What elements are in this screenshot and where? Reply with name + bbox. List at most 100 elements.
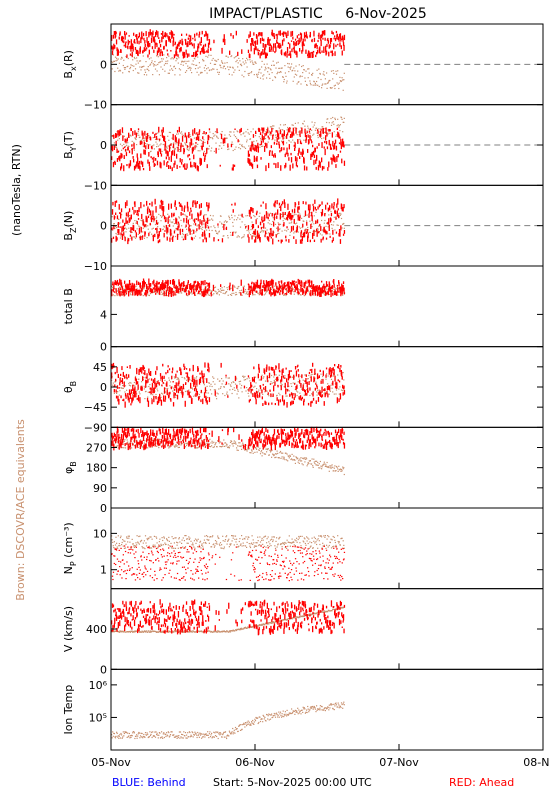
dscovr-point — [326, 87, 328, 89]
ahead-point — [252, 143, 254, 150]
dscovr-point — [265, 68, 267, 70]
ahead-point — [127, 211, 129, 218]
ahead-point — [185, 217, 188, 224]
ahead-point — [310, 153, 312, 160]
dscovr-point — [236, 293, 238, 296]
dscovr-point — [253, 235, 255, 237]
dscovr-point — [336, 82, 338, 84]
ahead-point — [187, 154, 189, 158]
dscovr-point — [341, 77, 343, 79]
ahead-point — [319, 223, 321, 226]
ahead-point — [139, 445, 141, 449]
dscovr-point — [196, 225, 198, 227]
ahead-point — [132, 285, 134, 292]
ahead-point — [343, 204, 345, 209]
dscovr-point — [243, 448, 245, 450]
dscovr-point — [304, 374, 306, 376]
dscovr-point — [216, 392, 218, 394]
ahead-point — [327, 387, 329, 390]
ahead-point — [160, 199, 163, 205]
dscovr-point — [294, 70, 296, 72]
dscovr-point — [282, 452, 284, 454]
dscovr-point — [151, 228, 153, 230]
dscovr-point — [195, 377, 197, 379]
dscovr-point — [267, 222, 269, 224]
dscovr-point — [255, 382, 257, 384]
ahead-point — [187, 219, 189, 225]
ahead-point — [336, 127, 338, 130]
dscovr-point — [333, 85, 335, 87]
ahead-point — [326, 132, 328, 137]
dscovr-point — [283, 213, 285, 216]
dscovr-point — [220, 142, 222, 144]
dscovr-point — [259, 137, 262, 140]
ahead-point — [159, 397, 161, 402]
ahead-point — [310, 376, 312, 382]
dscovr-point — [330, 117, 332, 120]
ahead-point — [187, 41, 189, 47]
dscovr-point — [184, 143, 187, 145]
ahead-point — [232, 284, 234, 291]
ahead-point — [183, 218, 185, 222]
dscovr-point — [234, 441, 237, 443]
ahead-point — [187, 390, 189, 396]
dscovr-point — [139, 226, 141, 228]
ahead-point — [175, 373, 177, 378]
dscovr-point — [202, 381, 204, 383]
dscovr-point — [168, 447, 170, 449]
dscovr-point — [338, 82, 340, 84]
dscovr-point — [303, 220, 305, 222]
ahead-point — [301, 396, 303, 400]
ahead-point — [194, 223, 197, 226]
dscovr-point — [199, 150, 201, 152]
ahead-point — [333, 283, 335, 288]
dscovr-point — [316, 391, 318, 393]
ahead-point — [146, 373, 148, 379]
ahead-point — [155, 396, 157, 400]
dscovr-point — [318, 68, 320, 70]
ahead-point — [191, 164, 193, 168]
ahead-point — [339, 33, 342, 40]
ahead-point — [112, 201, 114, 206]
ahead-point — [144, 231, 146, 235]
dscovr-point — [271, 223, 273, 226]
ahead-point — [276, 285, 278, 290]
ahead-point — [254, 145, 256, 151]
dscovr-point — [339, 124, 341, 126]
dscovr-point — [144, 142, 147, 145]
ahead-point — [187, 282, 189, 286]
ahead-point — [147, 378, 149, 383]
ahead-point — [203, 218, 205, 223]
dscovr-point — [299, 213, 301, 215]
ahead-point — [259, 289, 261, 295]
ahead-point — [258, 32, 260, 37]
ahead-point — [326, 43, 328, 47]
dscovr-point — [276, 394, 278, 396]
ahead-point — [327, 37, 329, 41]
dscovr-point — [308, 72, 310, 74]
ahead-point — [329, 205, 331, 211]
ahead-point — [319, 133, 321, 137]
dscovr-point — [247, 132, 249, 134]
ahead-point — [304, 229, 306, 232]
ahead-point — [166, 236, 168, 241]
dscovr-point — [118, 394, 120, 396]
dscovr-point — [129, 381, 131, 384]
dscovr-point — [266, 77, 268, 79]
ahead-point — [241, 49, 243, 54]
dscovr-point — [206, 442, 208, 444]
ahead-point — [282, 133, 284, 140]
dscovr-point — [141, 139, 143, 141]
dscovr-point — [290, 66, 292, 68]
dscovr-point — [271, 64, 273, 66]
ahead-point — [168, 392, 170, 398]
ahead-point — [334, 51, 336, 56]
dscovr-point — [244, 290, 246, 292]
dscovr-point — [274, 223, 277, 225]
ahead-point — [269, 43, 272, 47]
ahead-point — [127, 147, 129, 151]
dscovr-point — [224, 134, 226, 136]
dscovr-point — [157, 145, 159, 147]
dscovr-point — [269, 449, 271, 451]
dscovr-point — [178, 292, 180, 294]
